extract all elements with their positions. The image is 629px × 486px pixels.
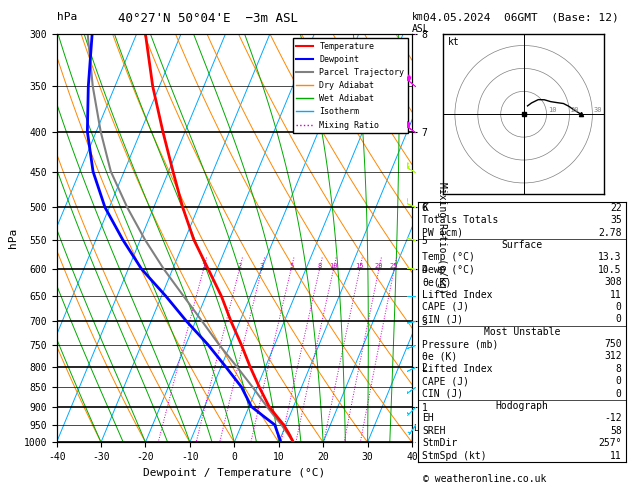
Text: Surface: Surface	[501, 240, 543, 250]
Text: 15: 15	[355, 263, 364, 269]
Text: 0: 0	[616, 302, 621, 312]
Text: Totals Totals: Totals Totals	[423, 215, 499, 226]
Text: 13.3: 13.3	[598, 252, 621, 262]
Text: kt: kt	[448, 37, 460, 48]
Text: 5: 5	[289, 263, 293, 269]
Text: km
ASL: km ASL	[412, 12, 430, 34]
Text: Most Unstable: Most Unstable	[484, 327, 560, 337]
Text: 0: 0	[616, 389, 621, 399]
Text: CIN (J): CIN (J)	[423, 389, 464, 399]
Text: 40°27'N 50°04'E  −3m ASL: 40°27'N 50°04'E −3m ASL	[118, 12, 298, 25]
Text: Lifted Index: Lifted Index	[423, 364, 493, 374]
Text: 22: 22	[610, 203, 621, 213]
X-axis label: Dewpoint / Temperature (°C): Dewpoint / Temperature (°C)	[143, 468, 325, 478]
Text: θe (K): θe (K)	[423, 351, 458, 362]
Text: 20: 20	[375, 263, 383, 269]
Text: EH: EH	[423, 414, 434, 423]
Text: 2: 2	[237, 263, 242, 269]
Text: 3: 3	[260, 263, 264, 269]
Text: 35: 35	[610, 215, 621, 226]
Text: Lifted Index: Lifted Index	[423, 290, 493, 299]
Text: 257°: 257°	[598, 438, 621, 448]
Text: 10: 10	[548, 107, 556, 113]
Y-axis label: Mixing Ratio (g/kg): Mixing Ratio (g/kg)	[437, 182, 447, 294]
Text: hPa: hPa	[57, 12, 77, 22]
Text: K: K	[423, 203, 428, 213]
Text: 58: 58	[610, 426, 621, 436]
Text: 20: 20	[571, 107, 579, 113]
Text: θe(K): θe(K)	[423, 277, 452, 287]
Text: Pressure (mb): Pressure (mb)	[423, 339, 499, 349]
Text: 10.5: 10.5	[598, 265, 621, 275]
Y-axis label: hPa: hPa	[8, 228, 18, 248]
Legend: Temperature, Dewpoint, Parcel Trajectory, Dry Adiabat, Wet Adiabat, Isotherm, Mi: Temperature, Dewpoint, Parcel Trajectory…	[293, 38, 408, 133]
Text: CAPE (J): CAPE (J)	[423, 302, 469, 312]
Text: CIN (J): CIN (J)	[423, 314, 464, 324]
Text: 750: 750	[604, 339, 621, 349]
Text: LCL: LCL	[413, 424, 428, 433]
Text: 8: 8	[318, 263, 321, 269]
Text: StmDir: StmDir	[423, 438, 458, 448]
Text: 25: 25	[390, 263, 398, 269]
Text: 11: 11	[610, 290, 621, 299]
Text: 308: 308	[604, 277, 621, 287]
Text: CAPE (J): CAPE (J)	[423, 376, 469, 386]
Text: 8: 8	[616, 364, 621, 374]
Text: Hodograph: Hodograph	[496, 401, 548, 411]
Text: 04.05.2024  06GMT  (Base: 12): 04.05.2024 06GMT (Base: 12)	[423, 12, 618, 22]
Text: -12: -12	[604, 414, 621, 423]
Text: 1: 1	[201, 263, 206, 269]
Text: 2.78: 2.78	[598, 227, 621, 238]
Text: SREH: SREH	[423, 426, 446, 436]
Text: 0: 0	[616, 376, 621, 386]
Text: 11: 11	[610, 451, 621, 461]
Text: PW (cm): PW (cm)	[423, 227, 464, 238]
Text: 10: 10	[330, 263, 338, 269]
Text: StmSpd (kt): StmSpd (kt)	[423, 451, 487, 461]
Text: Dewp (°C): Dewp (°C)	[423, 265, 476, 275]
Text: 0: 0	[616, 314, 621, 324]
Text: Temp (°C): Temp (°C)	[423, 252, 476, 262]
Text: 30: 30	[594, 107, 602, 113]
Text: © weatheronline.co.uk: © weatheronline.co.uk	[423, 473, 546, 484]
Text: 312: 312	[604, 351, 621, 362]
